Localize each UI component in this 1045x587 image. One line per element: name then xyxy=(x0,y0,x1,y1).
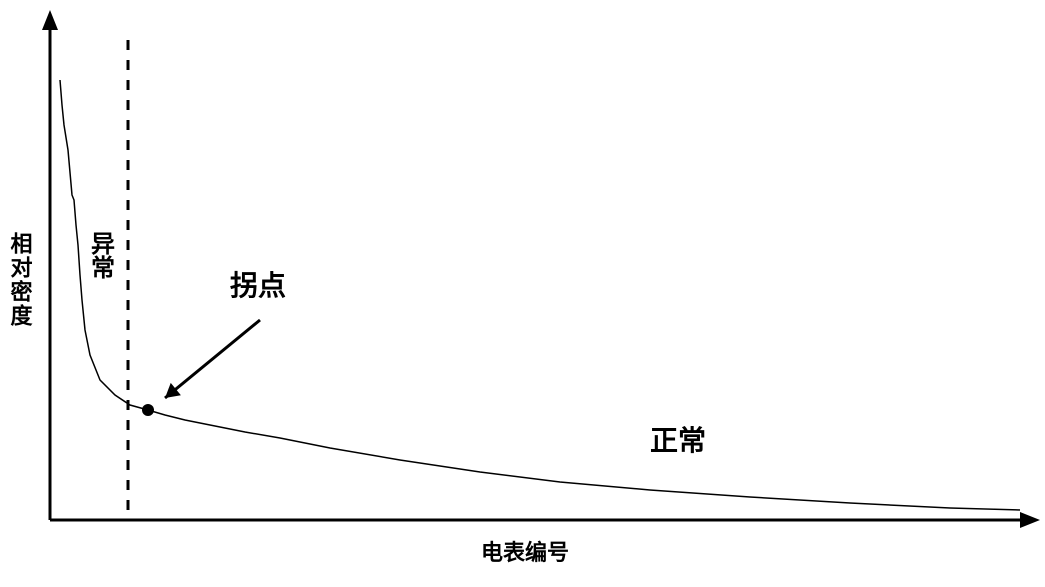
y-axis-arrowhead xyxy=(42,10,58,30)
knee-label: 拐点 xyxy=(230,270,286,301)
chart-container: 相对密度电表编号 异常拐点正常 xyxy=(0,0,1045,587)
normal-label: 正常 xyxy=(650,425,706,456)
x-axis-label: 电表编号 xyxy=(481,540,569,565)
y-axis-label: 相对密度 xyxy=(8,232,33,328)
density-curve xyxy=(60,80,1020,510)
knee-arrow-line xyxy=(165,320,260,398)
knee-point-marker xyxy=(142,404,154,416)
abnormal-label: 异常 xyxy=(87,231,115,279)
x-axis-arrowhead xyxy=(1020,512,1040,528)
chart-svg: 相对密度电表编号 异常拐点正常 xyxy=(0,0,1045,587)
